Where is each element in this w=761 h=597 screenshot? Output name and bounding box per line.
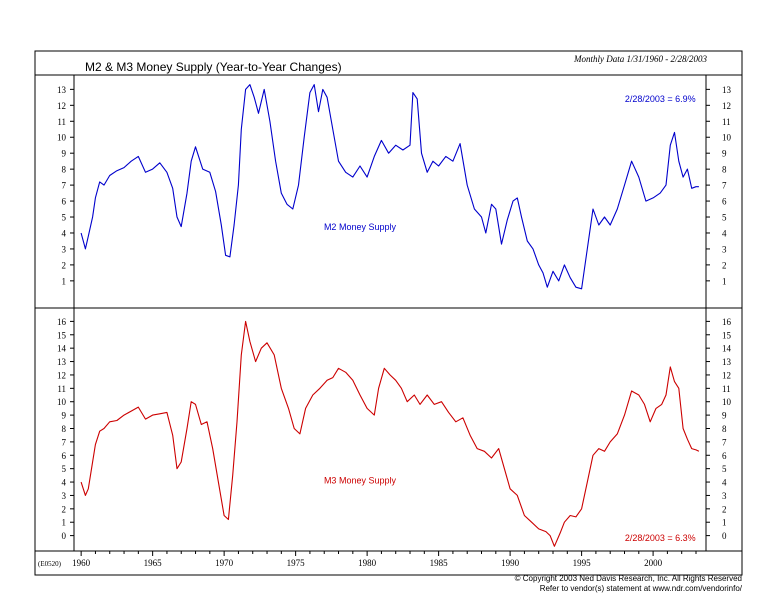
x-tick-label: 1990 xyxy=(501,558,520,568)
x-tick-label: 1980 xyxy=(358,558,377,568)
m3-right-tick-label: 16 xyxy=(722,317,732,327)
m2-right-tick-label: 2 xyxy=(722,260,727,270)
m3-right-tick-label: 5 xyxy=(722,464,727,474)
m3-right-tick-label: 11 xyxy=(722,384,731,394)
m2-left-tick-label: 12 xyxy=(57,101,66,111)
m3-left-tick-label: 0 xyxy=(62,531,67,541)
chart-code: (E0520) xyxy=(38,560,62,568)
m2-left-tick-label: 2 xyxy=(62,260,67,270)
m3-annotation-1: 2/28/2003 = 6.3% xyxy=(625,533,696,543)
m3-right-tick-label: 3 xyxy=(722,491,727,501)
copyright-line: © Copyright 2003 Ned Davis Research, Inc… xyxy=(515,574,742,583)
m3-left-tick-label: 6 xyxy=(62,451,67,461)
m3-left-tick-label: 15 xyxy=(57,330,67,340)
m3-left-tick-label: 1 xyxy=(62,518,67,528)
m3-right-tick-label: 10 xyxy=(722,397,732,407)
x-tick-label: 2000 xyxy=(644,558,663,568)
x-tick-label: 1965 xyxy=(144,558,163,568)
m2-right-tick-label: 13 xyxy=(722,85,732,95)
m3-left-tick-label: 3 xyxy=(62,491,67,501)
m3-left-tick-label: 10 xyxy=(57,397,67,407)
m2-left-tick-label: 10 xyxy=(57,133,67,143)
vendor-note: Refer to vendor(s) statement at www.ndr.… xyxy=(540,584,743,593)
m3-left-tick-label: 2 xyxy=(62,504,67,514)
m3-right-tick-label: 4 xyxy=(722,478,727,488)
chart-frame xyxy=(34,50,743,576)
m2-annotation-1: M2 Money Supply xyxy=(324,222,397,232)
m2-right-tick-label: 4 xyxy=(722,228,727,238)
m3-left-tick-label: 16 xyxy=(57,317,67,327)
m3-right-tick-label: 15 xyxy=(722,330,732,340)
m2-right-tick-label: 12 xyxy=(722,101,731,111)
m3-right-tick-label: 7 xyxy=(722,437,727,447)
m3-left-tick-label: 8 xyxy=(62,424,67,434)
m3-left-tick-label: 13 xyxy=(57,357,67,367)
m2-left-tick-label: 6 xyxy=(62,197,67,207)
m2-series-line xyxy=(80,84,699,290)
m3-left-tick-label: 5 xyxy=(62,464,67,474)
m2-left-tick-label: 3 xyxy=(62,244,67,254)
m3-left-tick-label: 9 xyxy=(62,411,67,421)
m2-left-tick-label: 7 xyxy=(62,181,67,191)
m3-left-tick-label: 7 xyxy=(62,437,67,447)
m2-right-tick-label: 8 xyxy=(722,165,727,175)
m2-right-tick-label: 6 xyxy=(722,197,727,207)
x-tick-label: 1975 xyxy=(287,558,306,568)
m3-left-tick-label: 4 xyxy=(62,478,67,488)
m2-left-tick-label: 11 xyxy=(57,117,66,127)
x-tick-label: 1985 xyxy=(430,558,449,568)
m3-right-tick-label: 2 xyxy=(722,504,727,514)
outer-border xyxy=(34,50,743,576)
m3-right-tick-label: 14 xyxy=(722,344,732,354)
m2-right-tick-label: 9 xyxy=(722,149,727,159)
m2-right-tick-label: 5 xyxy=(722,213,727,223)
x-axis: 1960 1965 1970 1975 1980 1985 1990 1995 2000 xyxy=(72,551,697,568)
m3-right-tick-label: 12 xyxy=(722,370,731,380)
x-tick-label: 1970 xyxy=(215,558,234,568)
m3-series-line xyxy=(80,320,700,547)
m3-right-tick-label: 13 xyxy=(722,357,732,367)
m2-left-tick-label: 1 xyxy=(62,276,67,286)
m3-left-tick-label: 12 xyxy=(57,370,66,380)
m2-right-tick-label: 3 xyxy=(722,244,727,254)
m2-left-tick-label: 9 xyxy=(62,149,67,159)
x-tick-label: 1995 xyxy=(573,558,592,568)
m3-right-tick-label: 0 xyxy=(722,531,727,541)
m3-right-tick-label: 9 xyxy=(722,411,727,421)
m2-right-tick-label: 11 xyxy=(722,117,731,127)
chart-title: M2 & M3 Money Supply (Year-to-Year Chang… xyxy=(85,60,342,74)
m2-left-tick-label: 5 xyxy=(62,213,67,223)
m3-right-tick-label: 8 xyxy=(722,424,727,434)
period-note: Monthly Data 1/31/1960 - 2/28/2003 xyxy=(573,54,707,64)
m2-right-tick-label: 1 xyxy=(722,276,727,286)
m3-right-tick-label: 6 xyxy=(722,451,727,461)
m3-left-tick-label: 11 xyxy=(57,384,66,394)
m2-left-tick-label: 13 xyxy=(57,85,67,95)
m2-left-tick-label: 4 xyxy=(62,228,67,238)
m2-left-tick-label: 8 xyxy=(62,165,67,175)
m2-annotation-0: 2/28/2003 = 6.9% xyxy=(625,94,696,104)
m2-right-tick-label: 10 xyxy=(722,133,732,143)
m2-right-tick-label: 7 xyxy=(722,181,727,191)
x-tick-label: 1960 xyxy=(72,558,91,568)
m3-right-tick-label: 1 xyxy=(722,518,727,528)
m3-left-tick-label: 14 xyxy=(57,344,67,354)
m3-annotation-0: M3 Money Supply xyxy=(324,475,397,485)
